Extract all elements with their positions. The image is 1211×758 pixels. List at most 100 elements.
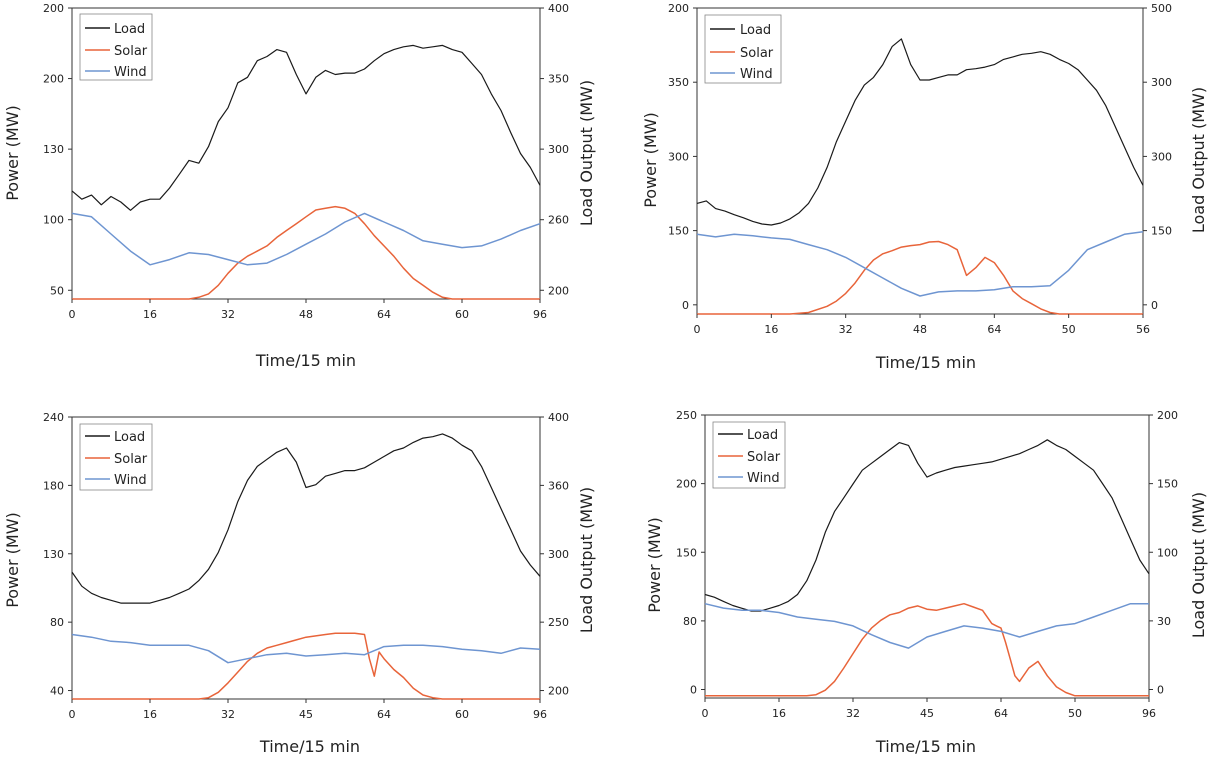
y-ticks: 0 150 300 350 200 [668,2,697,312]
y2-tick-label: 350 [548,73,569,86]
x-tick-label: 48 [299,308,313,321]
series-line-solar [705,602,1149,697]
legend-label-load: Load [740,23,771,38]
y-tick-label: 300 [668,150,689,163]
series-line-wind [704,602,1149,649]
y2-tick-label: 100 [1157,546,1178,559]
y2-tick-label: 150 [1151,225,1172,238]
y2-tick-label: 150 [1157,478,1178,491]
series-layer [696,38,1144,315]
y2-axis-label: Load Output (MW) [1189,87,1208,233]
series-line-load [696,38,1144,226]
y-tick-label: 200 [668,2,689,15]
series-line-wind [696,230,1144,297]
x-tick-label: 96 [533,308,547,321]
x-tick-label: 64 [377,708,391,721]
y-axis-label: Power (MW) [641,112,660,208]
y2-ticks: 0 150 300 300 500 [1143,2,1172,312]
legend-label-solar: Solar [747,450,781,465]
y2-tick-label: 0 [1157,684,1164,697]
y2-tick-label: 30 [1157,615,1171,628]
y2-axis-label: Load Output (MW) [577,80,596,226]
panel-top-right: 0 16 32 48 64 50 56 0 150 300 350 200 0 150 300 300 50… [641,2,1208,372]
x-tick-label: 96 [1142,707,1156,720]
x-tick-label: 0 [694,323,701,336]
y2-axis-label: Load Output (MW) [577,487,596,633]
x-tick-label: 16 [143,308,157,321]
x-ticks: 0 16 32 48 64 60 96 [69,299,547,321]
x-ticks: 0 16 32 45 64 60 96 [69,699,547,721]
y2-tick-label: 300 [548,548,569,561]
y2-ticks: 200 250 300 360 400 [540,411,569,698]
y-tick-label: 40 [50,685,64,698]
y-tick-label: 130 [43,143,64,156]
y-ticks: 0 80 150 200 250 [676,409,705,697]
y-tick-label: 180 [43,479,64,492]
y2-tick-label: 400 [548,411,569,424]
series-line-solar [72,205,540,300]
x-axis-label: Time/15 min [259,737,360,756]
x-tick-label: 0 [702,707,709,720]
x-ticks: 0 16 32 45 64 50 96 [702,698,1156,720]
x-tick-label: 60 [455,308,469,321]
y-tick-label: 200 [43,73,64,86]
y2-tick-label: 200 [548,284,569,297]
x-tick-label: 96 [533,708,547,721]
series-layer [71,433,541,700]
x-tick-label: 0 [69,708,76,721]
y2-tick-label: 200 [1157,409,1178,422]
y-axis-label: Power (MW) [3,512,22,608]
x-tick-label: 64 [377,308,391,321]
x-tick-label: 32 [846,707,860,720]
legend: Load Solar Wind [79,423,153,491]
x-ticks: 0 16 32 48 64 50 56 [694,314,1150,336]
y2-ticks: 0 30 100 150 200 [1149,409,1178,697]
y-tick-label: 80 [50,616,64,629]
y2-tick-label: 400 [548,2,569,15]
y-axis-label: Power (MW) [3,105,22,201]
x-tick-label: 50 [1068,707,1082,720]
x-tick-label: 60 [455,708,469,721]
x-tick-label: 32 [221,708,235,721]
legend-label-load: Load [114,430,145,445]
series-layer [71,44,541,300]
y2-tick-label: 0 [1151,299,1158,312]
panel-top-left: 0 16 32 48 64 60 96 50 100 130 200 200 200 260 300 35… [3,2,596,370]
y-tick-label: 200 [676,478,697,491]
x-tick-label: 16 [764,323,778,336]
y-tick-label: 0 [682,299,689,312]
legend-label-load: Load [114,22,145,37]
panel-bottom-left: 0 16 32 45 64 60 96 40 80 130 180 240 200 250 300 360… [3,411,596,756]
x-tick-label: 16 [772,707,786,720]
y-ticks: 40 80 130 180 240 [43,411,72,698]
legend-label-solar: Solar [740,46,774,61]
y-tick-label: 200 [43,2,64,15]
y-tick-label: 240 [43,411,64,424]
y2-tick-label: 300 [1151,150,1172,163]
y2-axis-label: Load Output (MW) [1189,492,1208,638]
series-line-load [704,439,1150,612]
legend-label-wind: Wind [114,473,147,488]
x-tick-label: 32 [839,323,853,336]
y-tick-label: 150 [668,225,689,238]
x-tick-label: 45 [920,707,934,720]
series-line-load [71,44,541,211]
legend-label-wind: Wind [740,67,773,82]
y2-tick-label: 250 [548,616,569,629]
series-line-solar [697,240,1143,315]
legend-label-wind: Wind [114,65,147,80]
y-tick-label: 100 [43,214,64,227]
y2-tick-label: 300 [1151,76,1172,89]
y-tick-label: 350 [668,76,689,89]
legend-label-load: Load [747,428,778,443]
y-tick-label: 150 [676,546,697,559]
y-tick-label: 0 [690,684,697,697]
series-line-wind [71,633,541,664]
y2-tick-label: 360 [548,479,569,492]
y2-tick-label: 500 [1151,2,1172,15]
legend-box [704,14,782,84]
legend-label-solar: Solar [114,452,148,467]
legend: Load Solar Wind [79,13,153,81]
series-line-wind [71,212,541,266]
